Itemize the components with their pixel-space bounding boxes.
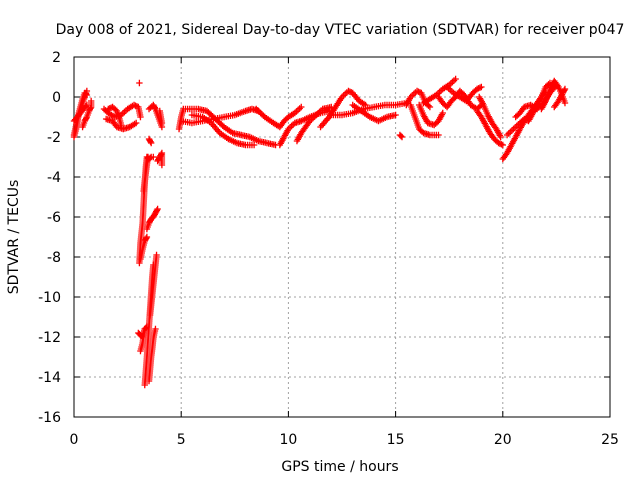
data-point (132, 102, 139, 109)
data-point (158, 119, 166, 127)
data-point (298, 103, 305, 111)
y-tick-label: -2 (47, 130, 61, 146)
data-point (561, 87, 568, 94)
data-point (87, 105, 94, 112)
data-point (151, 104, 158, 111)
data-point (495, 139, 502, 147)
data-point (136, 79, 143, 87)
data-point (398, 133, 406, 141)
data-point (83, 87, 91, 95)
data-point (154, 205, 161, 213)
data-point (392, 111, 399, 119)
data-point (82, 103, 89, 110)
y-tick-label: 0 (52, 90, 61, 106)
data-point (152, 325, 159, 333)
data-point (132, 119, 140, 127)
y-axis-label: SDTVAR / TECUs (6, 180, 22, 295)
x-axis-label: GPS time / hours (281, 459, 398, 475)
data-point (153, 207, 161, 214)
data-point (142, 235, 150, 242)
data-point (498, 141, 505, 148)
x-tick-label: 10 (279, 432, 297, 448)
data-point (137, 113, 144, 121)
x-tick-label: 20 (494, 432, 512, 448)
data-point (144, 153, 152, 161)
data-point (476, 84, 484, 91)
y-tick-label: -12 (38, 330, 61, 346)
y-tick-label: -16 (38, 410, 61, 426)
data-point (107, 104, 115, 111)
data-point (345, 87, 352, 95)
data-point (87, 97, 95, 105)
chart-title: Day 008 of 2021, Sidereal Day-to-day VTE… (56, 22, 625, 38)
data-point (561, 85, 569, 93)
data-point (117, 121, 125, 129)
x-tick-label: 0 (70, 432, 79, 448)
data-point (147, 139, 155, 147)
data-point (142, 324, 150, 332)
y-tick-label: -10 (38, 290, 61, 306)
data-point (478, 83, 485, 91)
data-point (497, 133, 504, 141)
data-point (439, 109, 446, 117)
data-point (561, 99, 569, 107)
x-tick-label: 5 (177, 432, 186, 448)
x-tick-label: 25 (601, 432, 619, 448)
data-point (346, 88, 354, 95)
data-point (158, 161, 166, 169)
data-point (435, 131, 442, 139)
data-point (499, 141, 506, 149)
data-point (473, 85, 481, 93)
data-point (426, 103, 434, 111)
plot-frame (73, 56, 611, 418)
data-point (105, 105, 112, 113)
y-tick-label: -8 (47, 250, 61, 266)
data-point (496, 140, 504, 147)
data-point (82, 115, 90, 122)
data-point (143, 233, 151, 241)
y-tick-label: 2 (52, 50, 61, 66)
data-point (452, 75, 459, 83)
data-point (147, 138, 154, 145)
data-point (397, 132, 405, 140)
data-point (250, 141, 258, 149)
y-tick-label: -4 (47, 170, 61, 186)
data-point (112, 106, 119, 113)
data-point (130, 101, 138, 109)
data-point (425, 102, 432, 109)
data-marks (70, 75, 569, 389)
data-point (415, 88, 422, 95)
data-point (475, 85, 482, 92)
y-tick-label: -14 (38, 370, 61, 386)
y-tick-label: -6 (47, 210, 61, 226)
data-point (153, 251, 160, 259)
x-tick-label: 15 (387, 432, 405, 448)
data-point (150, 153, 157, 161)
data-point (413, 87, 421, 95)
